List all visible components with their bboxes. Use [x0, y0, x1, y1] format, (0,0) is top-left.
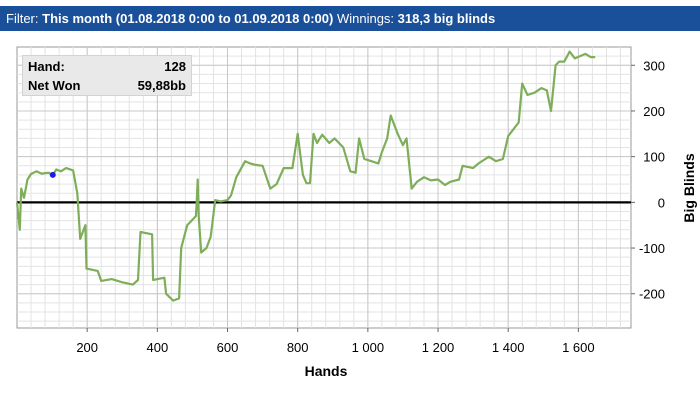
- filter-label: Filter:: [6, 11, 39, 26]
- net-won-value: 59,88bb: [137, 78, 186, 93]
- y-tick-label: 200: [643, 104, 665, 119]
- net-won-row: Net Won 59,88bb: [28, 77, 186, 95]
- y-tick-label: 100: [643, 150, 665, 165]
- x-tick-label: 1 600: [562, 340, 595, 355]
- filter-header: Filter: This month (01.08.2018 0:00 to 0…: [0, 0, 700, 35]
- x-tick-label: 1 000: [352, 340, 385, 355]
- y-tick-label: -200: [639, 287, 665, 302]
- major-grid: [17, 47, 631, 328]
- y-tick-label: 0: [658, 195, 665, 210]
- filter-bar[interactable]: Filter: This month (01.08.2018 0:00 to 0…: [0, 6, 700, 31]
- x-tick-label: 400: [146, 340, 168, 355]
- net-won-line: [15, 50, 596, 302]
- top-strip: [0, 0, 700, 6]
- x-tick-label: 1 200: [422, 340, 455, 355]
- hand-value: 128: [164, 59, 186, 74]
- x-tick-label: 800: [287, 340, 309, 355]
- hand-row: Hand: 128: [28, 58, 186, 76]
- y-tick-label: -100: [639, 241, 665, 256]
- winnings-value: 318,3 big blinds: [397, 11, 496, 26]
- x-tick-label: 600: [217, 340, 239, 355]
- winnings-label: Winnings:: [336, 11, 395, 26]
- x-axis-title: Hands: [305, 363, 348, 379]
- y-tick-label: 300: [643, 58, 665, 73]
- hand-info-box: Hand: 128 Net Won 59,88bb: [22, 55, 192, 96]
- hand-marker[interactable]: [49, 171, 56, 178]
- hand-label: Hand:: [28, 59, 65, 74]
- net-won-label: Net Won: [28, 78, 81, 93]
- x-tick-label: 1 400: [492, 340, 525, 355]
- x-tick-label: 200: [76, 340, 98, 355]
- y-axis-title: Big Blinds: [681, 153, 697, 222]
- y-axis: 300 200 100 0 -100 -200: [631, 58, 665, 302]
- x-axis: 200 400 600 800 1 000 1 200 1 400 1 600: [76, 328, 595, 355]
- filter-value: This month (01.08.2018 0:00 to 01.09.201…: [42, 11, 334, 26]
